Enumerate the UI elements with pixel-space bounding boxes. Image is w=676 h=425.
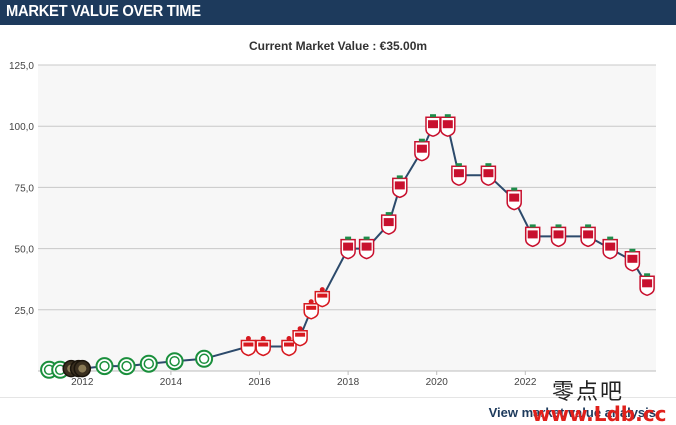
watermark-url: www.Ldb.cc — [532, 402, 667, 425]
grid-lines — [38, 64, 656, 372]
watermark-text: 零点吧 — [552, 380, 625, 405]
footer-divider — [0, 397, 676, 398]
x-axis-ticks: 2012 2014 2016 2018 2020 2022 — [71, 371, 537, 388]
y-tick-label: 100,0 — [9, 122, 34, 133]
y-tick-label: 75,0 — [15, 183, 35, 194]
liverpool-crest-icon[interactable] — [451, 163, 467, 186]
liverpool-crest-icon[interactable] — [639, 273, 655, 297]
plot-area — [38, 65, 656, 371]
y-tick-label: 125,0 — [9, 61, 34, 72]
liverpool-crest-icon[interactable] — [550, 224, 567, 248]
southampton-crest-icon[interactable] — [255, 336, 271, 357]
liverpool-crest-icon[interactable] — [580, 224, 596, 248]
current-market-value: Current Market Value : €35.00m — [248, 39, 428, 53]
liverpool-crest-icon[interactable] — [358, 236, 375, 260]
x-tick-label: 2012 — [71, 377, 94, 388]
liverpool-crest-icon[interactable] — [480, 163, 497, 186]
x-tick-label: 2016 — [248, 377, 271, 388]
x-tick-label: 2018 — [337, 377, 360, 388]
other-crest-icon[interactable] — [73, 359, 92, 378]
southampton-crest-icon[interactable] — [281, 336, 297, 357]
southampton-crest-icon[interactable] — [292, 326, 308, 347]
liverpool-crest-icon[interactable] — [392, 175, 408, 199]
liverpool-crest-icon[interactable] — [380, 212, 397, 235]
liverpool-crest-icon[interactable] — [624, 248, 641, 272]
celtic-crest-icon[interactable] — [139, 354, 158, 373]
liverpool-crest-icon[interactable] — [602, 236, 618, 260]
liverpool-crest-icon[interactable] — [506, 187, 522, 211]
liverpool-crest-icon[interactable] — [425, 114, 441, 137]
liverpool-crest-icon[interactable] — [524, 224, 541, 248]
liverpool-crest-icon[interactable] — [414, 138, 430, 162]
celtic-crest-icon[interactable] — [117, 357, 136, 376]
southampton-crest-icon[interactable] — [303, 299, 319, 320]
section-header: MARKET VALUE OVER TIME — [0, 0, 676, 25]
x-tick-label: 2020 — [426, 377, 449, 388]
southampton-crest-icon[interactable] — [240, 336, 257, 357]
celtic-crest-icon[interactable] — [195, 349, 214, 368]
data-point-markers — [40, 114, 655, 379]
celtic-crest-icon[interactable] — [165, 352, 184, 371]
celtic-crest-icon[interactable] — [95, 357, 114, 376]
y-axis-ticks: 25,0 50,0 75,0 100,0 125,0 — [9, 61, 34, 317]
view-market-value-analysis-link[interactable]: View market value analysis — [488, 405, 656, 420]
liverpool-crest-icon[interactable] — [440, 114, 456, 137]
x-tick-label: 2022 — [514, 377, 537, 388]
x-tick-label: 2014 — [160, 377, 183, 388]
y-tick-label: 25,0 — [15, 306, 35, 317]
section-title: MARKET VALUE OVER TIME — [6, 3, 201, 20]
y-tick-label: 50,0 — [15, 245, 35, 256]
liverpool-crest-icon[interactable] — [340, 236, 356, 260]
southampton-crest-icon[interactable] — [314, 287, 331, 308]
